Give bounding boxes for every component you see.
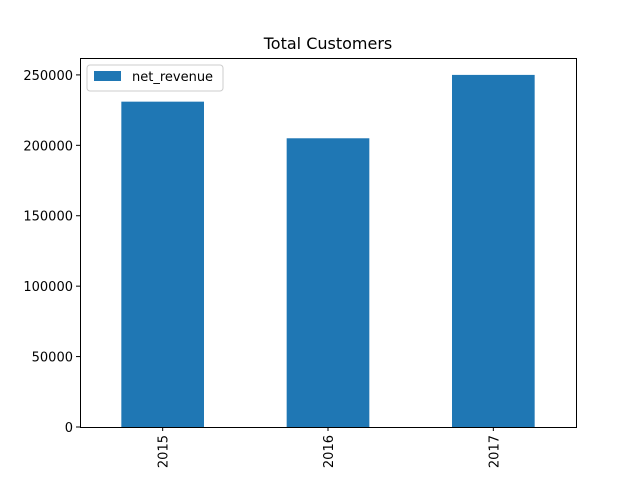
legend-swatch [94,71,121,81]
bar-2017 [452,74,535,428]
y-tick-label-200000: 200000 [23,139,73,154]
y-tick-label-50000: 50000 [32,351,73,366]
x-tick-label-2016: 2016 [322,435,337,468]
y-axis: 0 50000 100000 150000 200000 250000 [23,69,80,436]
bars-group [121,74,535,428]
x-tick-label-2017: 2017 [487,435,502,468]
bar-2015 [121,101,204,427]
plot-frame [80,58,577,428]
y-tick-label-0: 0 [65,421,73,436]
y-tick-label-100000: 100000 [23,280,73,295]
bar-2016 [286,138,370,427]
legend: net_revenue [86,64,224,92]
y-tick-label-150000: 150000 [23,210,73,225]
legend-label-net-revenue: net_revenue [132,70,213,85]
y-tick-label-250000: 250000 [23,69,73,84]
x-axis: 2015 2016 2017 [157,427,502,468]
chart-title: Total Customers [263,34,393,53]
x-tick-label-2015: 2015 [157,435,172,468]
